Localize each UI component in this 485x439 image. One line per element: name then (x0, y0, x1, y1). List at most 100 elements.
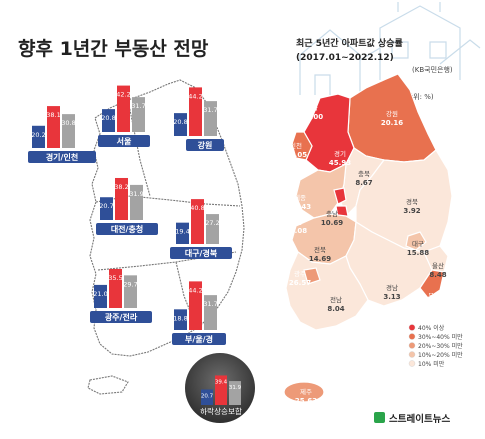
region-gwangju (303, 267, 321, 285)
map-label-value: 14.69 (309, 255, 331, 263)
map-legend-swatch (408, 342, 416, 349)
bar-value-rise: 42.2 (116, 91, 130, 99)
bar-fall (102, 109, 115, 132)
bar-value-fall: 21.0 (93, 290, 107, 298)
map-label-name: 대전 (290, 217, 302, 226)
bar-group-2: 20.8 44.231.7 강원 (173, 87, 224, 151)
region-label: 광주/전라 (105, 312, 138, 322)
bar-fall (174, 309, 187, 330)
map-label-value: 8.67 (355, 179, 372, 187)
map-label-value: 10.69 (321, 219, 343, 227)
logo: 스트레이트뉴스 (374, 412, 450, 425)
map-legend-label: 10%~20% 미만 (418, 351, 463, 359)
region-label-box (186, 139, 224, 151)
logo-text: 스트레이트뉴스 (389, 413, 450, 425)
legend-bar-value-rise: 39.4 (215, 379, 228, 385)
bar-flat (204, 295, 217, 330)
bar-fall (176, 222, 189, 244)
bar-value-flat: 29.7 (123, 280, 137, 288)
map-legend-label: 20%~30% 미만 (418, 342, 463, 350)
map-label-name: 충남 (326, 209, 338, 218)
bar-flat (206, 214, 219, 244)
map-legend-swatch (408, 333, 416, 340)
bar-value-fall: 19.4 (175, 228, 189, 236)
bar-rise (115, 177, 128, 220)
map-label-value: 45.93 (329, 159, 351, 167)
region-jeju (283, 381, 325, 403)
bar-group-5: 21.035.529.7 광주/전라 (90, 268, 152, 323)
bar-flat (62, 114, 75, 148)
region-busan (419, 269, 445, 299)
region-incheon (291, 131, 313, 161)
bar-fall (94, 284, 107, 308)
bar-value-flat: 27.2 (205, 219, 219, 227)
choropleth-map (283, 73, 453, 403)
map-label-value: 22.14 (423, 301, 445, 309)
logo-mark (374, 412, 385, 423)
map-legend-swatch (408, 360, 416, 367)
map-label-name: 세종 (294, 193, 306, 202)
legend-bar-value-fall: 20.7 (201, 393, 214, 399)
bar-flat (204, 101, 217, 136)
map-label-name: 강원 (386, 109, 398, 118)
region-label: 경기/인천 (46, 152, 78, 162)
map-label-value: 42.43 (289, 203, 311, 211)
map-label-name: 충북 (358, 169, 370, 178)
legend-bar-flat (229, 381, 241, 405)
map-label-name: 울산 (432, 261, 444, 270)
bar-rise (189, 87, 202, 136)
legend-bar-fall (201, 389, 213, 405)
map-label-name: 부산 (428, 291, 440, 300)
map-label-name: 광주 (294, 270, 306, 278)
bar-value-rise: 38.1 (46, 111, 60, 119)
bar-fall (174, 113, 187, 136)
forecast-legend-bars: 20.7 39.431.9 (201, 375, 242, 405)
bar-value-flat: 30.8 (61, 119, 75, 127)
map-unit: (단위: %) (404, 92, 434, 101)
bar-flat (130, 184, 143, 220)
main-title: 향후 1년간 부동산 전망 (18, 38, 209, 60)
forecast-legend: 20.7 39.431.9 상승 하락 보합 (185, 353, 255, 423)
bar-value-flat: 31.7 (203, 106, 217, 114)
bar-value-fall: 20.8 (173, 118, 187, 126)
map-legend-swatch (408, 351, 416, 358)
forecast-bar-charts: 20.238.130.8경기/인천20.842.231.7서울20.844.23… (28, 85, 232, 345)
map-label-value: 57.00 (301, 113, 323, 121)
bar-value-fall: 20.8 (101, 114, 115, 122)
map-label-value: 25.62 (295, 397, 317, 405)
map-label-value: 40.08 (285, 227, 307, 235)
bar-group-3: 20.7 38.231.9 대전/충청 (96, 177, 158, 235)
bar-rise (189, 281, 202, 330)
map-title: 최근 5년간 아파트값 상승률 (296, 37, 403, 49)
bar-group-4: 19.4 40.827.2 대구/경북 (170, 199, 232, 259)
bar-value-fall: 20.2 (31, 131, 45, 139)
map-label-name: 제주 (300, 388, 312, 396)
map-source: (KB국민은행) (412, 65, 453, 74)
bar-flat (132, 97, 145, 132)
region-label: 대구/경북 (185, 248, 218, 258)
map-label-value: 3.92 (403, 207, 420, 215)
bar-rise (109, 268, 122, 308)
bar-value-flat: 31.7 (131, 102, 145, 110)
bar-value-rise: 40.8 (190, 204, 204, 212)
region-gangwon (347, 73, 437, 163)
bar-value-rise: 35.5 (108, 274, 122, 282)
region-label-box (170, 247, 232, 259)
bar-fall (100, 197, 113, 220)
map-label-name: 인천 (290, 141, 302, 150)
bar-value-fall: 20.7 (99, 202, 113, 210)
bar-value-rise: 44.2 (188, 286, 202, 294)
region-label-box (28, 151, 96, 163)
map-legend-label: 30%~40% 미만 (418, 333, 463, 341)
map-label-value: 15.88 (407, 249, 429, 257)
map-legend-label: 40% 이상 (418, 324, 445, 332)
bar-value-flat: 31.7 (203, 300, 217, 308)
map-label-value: 20.16 (381, 119, 403, 127)
map-legend-swatch (408, 324, 416, 331)
legend-label-flat: 보합 (228, 407, 242, 416)
legend-bar-value-flat: 31.9 (229, 385, 242, 391)
region-sejong (333, 187, 347, 205)
